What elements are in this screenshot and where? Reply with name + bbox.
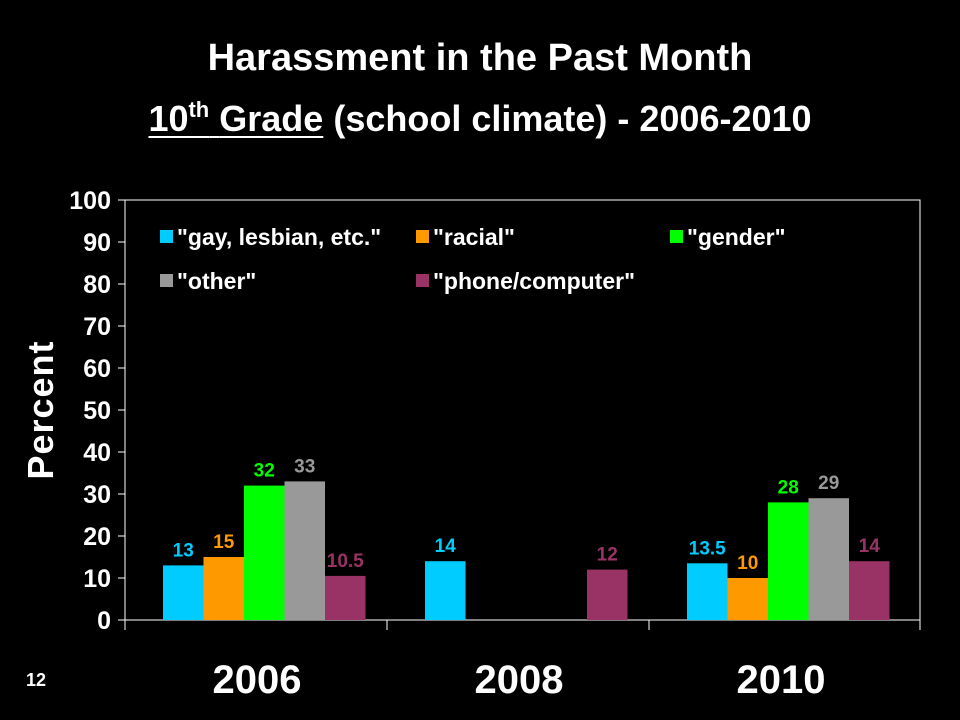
y-tick-label: 40: [83, 439, 111, 467]
data-label: 13.5: [689, 538, 726, 559]
bar: [284, 481, 325, 620]
bar: [325, 575, 366, 620]
bar: [163, 565, 204, 620]
y-tick-label: 80: [83, 271, 111, 299]
legend-item: "other": [160, 266, 256, 296]
data-label: 28: [778, 477, 799, 498]
bar: [849, 561, 890, 620]
data-label: 12: [597, 545, 618, 566]
bar: [727, 578, 768, 620]
x-tick-label: 2010: [737, 658, 826, 702]
legend-item: "gender": [670, 222, 786, 252]
data-label: 15: [213, 532, 235, 553]
subtitle-grade-sup: th: [188, 97, 210, 122]
data-label: 14: [859, 536, 881, 557]
y-tick-label: 20: [83, 523, 111, 551]
y-axis-label: Percent: [20, 340, 61, 479]
legend-label: "racial": [433, 224, 515, 250]
x-tick-label: 2006: [213, 658, 302, 702]
subtitle-grade-number: 10: [148, 98, 189, 139]
bar: [587, 569, 628, 620]
y-tick-label: 60: [83, 355, 111, 383]
legend-swatch: [670, 230, 683, 243]
legend-label: "other": [177, 268, 257, 294]
y-tick-label: 30: [83, 481, 111, 509]
data-label: 14: [435, 536, 457, 557]
data-label: 10: [737, 553, 758, 574]
slide-number: 12: [26, 670, 47, 690]
legend-label: "gay, lesbian, etc.": [177, 224, 382, 250]
y-tick-label: 50: [83, 397, 111, 425]
legend-swatch: [160, 230, 173, 243]
chart-title: Harassment in the Past Month: [207, 37, 753, 79]
data-label: 13: [173, 540, 194, 561]
legend-item: "gay, lesbian, etc.": [160, 222, 381, 252]
bar: [687, 563, 728, 620]
y-tick-label: 10: [83, 565, 111, 593]
legend-swatch: [160, 274, 173, 287]
bar: [203, 557, 244, 620]
x-tick-label: 2008: [475, 658, 564, 702]
legend-item: "phone/computer": [416, 266, 635, 296]
y-tick-label: 0: [97, 607, 111, 635]
subtitle-grade-word: Grade: [219, 98, 324, 139]
chart-subtitle: 10th Grade (school climate) - 2006-2010: [0, 96, 960, 142]
legend-label: "phone/computer": [433, 268, 635, 294]
chart-legend: "gay, lesbian, etc." "racial" "gender" "oth…: [160, 222, 900, 302]
legend-item: "racial": [416, 222, 515, 252]
y-tick-label: 70: [83, 313, 111, 341]
bar: [425, 561, 466, 620]
subtitle-rest: (school climate) - 2006-2010: [333, 98, 812, 139]
data-label: 33: [294, 456, 315, 477]
bar: [768, 502, 809, 620]
data-label: 10.5: [327, 551, 364, 572]
y-tick-label: 100: [69, 187, 111, 215]
legend-swatch: [416, 274, 429, 287]
subtitle-grade: 10th Grade: [148, 98, 323, 139]
legend-label: "gender": [687, 224, 786, 250]
bar: [244, 485, 285, 620]
y-tick-label: 90: [83, 229, 111, 257]
data-label: 29: [818, 473, 839, 494]
data-label: 32: [254, 461, 275, 482]
legend-swatch: [416, 230, 429, 243]
bar: [808, 498, 849, 620]
